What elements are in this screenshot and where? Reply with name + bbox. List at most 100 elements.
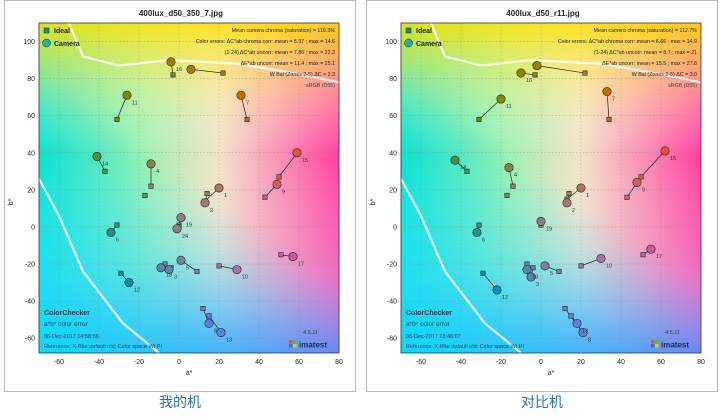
camera-point: [124, 278, 134, 288]
ideal-point: [638, 174, 644, 180]
stat-delta-c-chroma-corr: Color errors: ΔC*ab chroma corr: mean = …: [196, 39, 335, 45]
patch-number-label: 3: [174, 275, 177, 281]
ideal-point: [278, 252, 284, 258]
camera-point: [646, 244, 656, 254]
ideal-point: [118, 270, 124, 276]
y-tick-label: 60: [389, 113, 397, 120]
patch-number-label: 12: [502, 295, 508, 301]
stat-chroma-saturation: Mean camera chroma (saturation) = 116.3%: [232, 28, 336, 34]
ideal-point: [206, 313, 212, 319]
camera-point: [516, 68, 526, 78]
patch-number-label: 6: [482, 237, 485, 243]
camera-point: [472, 227, 482, 237]
chart-title: 400lux_d50_350_7.jpg: [139, 9, 223, 18]
colorchecker-title: ColorChecker: [44, 310, 90, 317]
patch-number-label: 11: [132, 100, 138, 106]
y-tick-label: -20: [387, 262, 397, 269]
camera-point: [236, 90, 246, 100]
patch-number-label: 4: [156, 169, 159, 175]
patch-number-label: 16: [526, 78, 532, 84]
camera-markers: [450, 61, 670, 338]
patch-number-label: 14: [102, 161, 108, 167]
ideal-point: [480, 270, 486, 276]
camera-point: [292, 148, 302, 158]
x-tick-label: 20: [215, 359, 223, 366]
y-tick-label: 100: [23, 39, 35, 46]
x-tick-label: -60: [416, 359, 426, 366]
x-axis-label: a*: [548, 370, 555, 377]
patch-number-label: 17: [656, 254, 662, 260]
camera-point: [632, 177, 642, 187]
patch-number-label: 2: [210, 208, 213, 214]
legend-camera-label: Camera: [54, 41, 80, 48]
legend-ideal-swatch: [43, 27, 50, 34]
caption-comparison-phone: 对比机: [521, 395, 563, 411]
ideal-point: [244, 116, 250, 122]
error-vector-line: [606, 91, 610, 120]
camera-point: [572, 318, 582, 328]
legend-ideal-label: Ideal: [54, 28, 70, 35]
legend-camera-swatch: [404, 38, 413, 48]
patch-number-label: 4: [514, 173, 517, 179]
y-tick-label: -60: [387, 336, 397, 343]
camera-point: [272, 179, 282, 189]
x-tick-label: 60: [657, 359, 665, 366]
camera-point: [176, 255, 186, 265]
stat-delta-e-uncorr: ΔE*ab uncorr: mean = 11.4 ; max = 25.1: [241, 61, 335, 67]
camera-point: [596, 253, 606, 263]
x-tick-label: -40: [456, 359, 466, 366]
y-axis-label: b*: [370, 198, 377, 205]
camera-point: [526, 272, 536, 282]
camera-point: [156, 263, 166, 273]
patch-number-label: 9: [642, 187, 645, 193]
stat-chroma-saturation: Mean camera chroma (saturation) = 112.7%: [594, 28, 698, 34]
chart-panel-my-phone: 400lux_d50_350_7.jpg -60 -40 -20 0 20 40 60 80 10…: [4, 0, 356, 392]
y-tick-label: 100: [385, 39, 397, 46]
y-tick-label: -40: [387, 299, 397, 306]
legend-ideal-swatch: [405, 27, 412, 34]
x-tick-label: 0: [539, 359, 543, 366]
camera-point: [540, 261, 550, 271]
imatest-logo: [289, 340, 297, 348]
camera-point: [562, 198, 572, 208]
chart-panel-comparison-phone: 400lux_d50_r11.jpg -60 -40 -20 0 20 40 60 80 100 8…: [366, 0, 718, 392]
ideal-point: [200, 306, 206, 312]
ideal-point: [102, 168, 108, 174]
ideal-point: [578, 263, 584, 269]
ideal-point: [194, 268, 200, 274]
y-tick-label: 60: [27, 113, 35, 120]
legend-camera-swatch: [42, 38, 51, 48]
ideal-point: [204, 191, 210, 197]
imatest-logo-text: imatest: [661, 341, 689, 350]
patch-number-label: 1: [224, 193, 227, 199]
patch-number-label: 18: [166, 273, 172, 279]
patch-number-label: 2: [572, 208, 575, 214]
ideal-point: [142, 192, 148, 198]
patch-number-label: 19: [546, 226, 552, 232]
patch-number-label: 15: [670, 156, 676, 162]
timestamp: 06-Dec-2017 13:46:07: [406, 334, 461, 340]
camera-point: [532, 61, 542, 71]
stat-color-space: sRGB (D65): [306, 83, 335, 89]
ideal-point: [510, 183, 516, 189]
y-tick-label: 80: [27, 76, 35, 83]
imatest-logo-text: imatest: [299, 341, 327, 350]
camera-point: [176, 213, 186, 223]
x-tick-label: -60: [54, 359, 64, 366]
y-tick-label: -20: [25, 262, 35, 269]
stat-color-space: sRGB (D65): [668, 83, 697, 89]
plot-frame: [38, 22, 340, 354]
y-tick-label: -60: [25, 336, 35, 343]
x-tick-label: -20: [496, 359, 506, 366]
patch-number-label: 7: [612, 97, 615, 103]
plot-frame: [400, 22, 702, 354]
camera-point: [232, 265, 242, 275]
imatest-logo: [651, 340, 659, 348]
y-tick-label: 40: [27, 150, 35, 157]
caption-my-phone: 我的机: [159, 395, 201, 411]
camera-point: [92, 151, 102, 161]
camera-point: [522, 265, 532, 275]
stat-delta-c-uncorr: (1-24) ΔC*ab uncorr: mean = 8.7 ; max = …: [594, 50, 697, 56]
ideal-point: [464, 168, 470, 174]
camera-point: [200, 198, 210, 208]
